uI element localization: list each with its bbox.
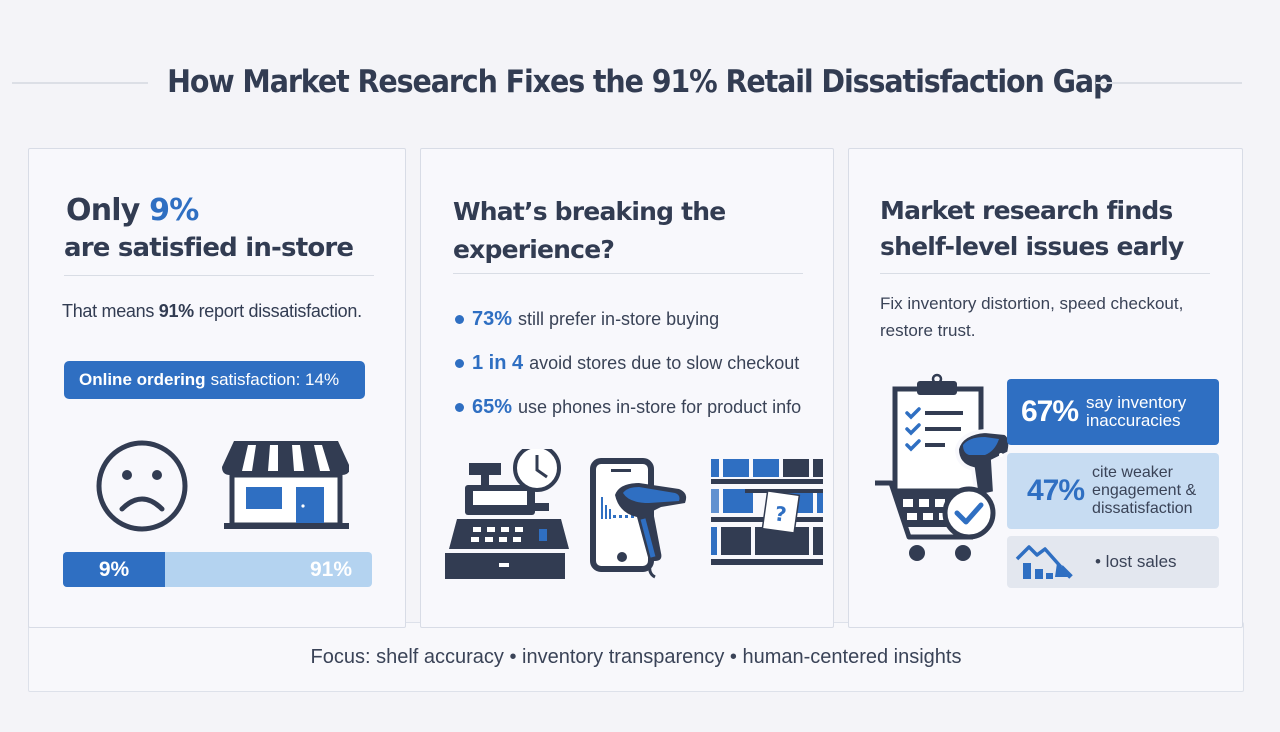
bullet-stat: 1 in 4	[472, 351, 524, 374]
list-item: 1 in 4 avoid stores due to slow checkout	[455, 341, 801, 385]
bullet-stat: 65%	[472, 395, 513, 418]
satisfaction-bar: 9% 91%	[63, 552, 372, 587]
card2-icons: ?	[443, 444, 843, 589]
card1-heading-line1: Only 9%	[66, 193, 199, 228]
storefront-icon	[222, 441, 350, 529]
phone-barcode-scanner-icon	[590, 458, 687, 579]
bullet-dot-icon	[455, 358, 464, 368]
card-market-research: Market research finds shelf-level issues…	[848, 148, 1243, 628]
bullet-text: avoid stores due to slow checkout	[529, 352, 800, 373]
stat-weaker-engagement: 47% cite weaker engagement & dissatisfac…	[1007, 453, 1219, 529]
heading-stat: 9%	[149, 193, 199, 228]
footer-text: Focus: shelf accuracy • inventory transp…	[310, 645, 962, 668]
card3-heading: Market research finds shelf-level issues…	[880, 196, 1184, 261]
stat-lost-sales: • lost sales	[1007, 536, 1219, 588]
card1-heading-line2: are satisfied in-store	[64, 233, 354, 263]
satisfied-segment: 9%	[63, 552, 165, 587]
focus-footer: Focus: shelf accuracy • inventory transp…	[28, 622, 1244, 692]
page-title: How Market Research Fixes the 91% Retail…	[167, 64, 1113, 100]
shelf-missing-tag-icon: ?	[711, 459, 843, 565]
bullet-dot-icon	[455, 402, 464, 412]
bullet-dot-icon	[455, 314, 464, 324]
title-divider-left	[12, 82, 148, 84]
bullet-text: use phones in-store for product info	[518, 396, 802, 417]
card1-icons	[89, 439, 350, 544]
card1-subtext: That means 91% report dissatisfaction.	[62, 301, 362, 322]
stat-text-line: cite weaker	[1092, 464, 1173, 481]
card-satisfaction: Only 9% are satisfied in-store That mean…	[28, 148, 406, 628]
stat-text-line: engagement &	[1092, 482, 1197, 499]
card-breaking-experience: What’s breaking the experience? 73% stil…	[420, 148, 843, 628]
stat-text-line: inaccuracies	[1086, 411, 1181, 430]
sad-face-icon	[96, 440, 188, 532]
bullet-stat: 73%	[472, 307, 513, 330]
breaking-factors-list: 73% still prefer in-store buying 1 in 4 …	[455, 297, 801, 429]
divider	[453, 273, 803, 274]
bullet-text: still prefer in-store buying	[518, 308, 720, 329]
heading-prefix: Only	[66, 193, 140, 228]
title-row: How Market Research Fixes the 91% Retail…	[0, 52, 1280, 112]
subtext-stat: 91%	[158, 301, 194, 321]
divider	[880, 273, 1210, 274]
dissatisfied-segment: 91%	[309, 557, 352, 581]
cash-register-clock-icon	[445, 444, 569, 579]
svg-text:?: ?	[773, 501, 788, 526]
badge-label-rest: satisfaction: 14%	[210, 370, 340, 389]
stat-text: say inventory inaccuracies	[1086, 394, 1186, 430]
barcode-scanner-icon	[954, 428, 1013, 500]
stat-text: • lost sales	[1095, 552, 1177, 571]
stat-text: cite weaker engagement & dissatisfaction	[1092, 464, 1196, 518]
subtext-suffix: report dissatisfaction.	[198, 301, 362, 321]
clipboard-checklist-icon	[892, 373, 984, 494]
badge-label-bold: Online ordering	[79, 370, 206, 389]
stat-text-line: say inventory	[1086, 393, 1187, 412]
online-satisfaction-badge: Online ordering satisfaction: 14%	[64, 361, 365, 399]
subtext-prefix: That means	[62, 301, 155, 321]
card2-heading: What’s breaking the experience?	[453, 197, 726, 264]
stat-text-line: dissatisfaction	[1092, 500, 1193, 517]
stat-number: 47%	[1027, 474, 1085, 507]
divider	[64, 275, 374, 276]
shopping-cart-check-icon	[875, 480, 996, 561]
card3-subtext: Fix inventory distortion, speed checkout…	[880, 294, 1184, 340]
card3-icons	[873, 371, 1013, 576]
list-item: 65% use phones in-store for product info	[455, 385, 801, 429]
stat-number: 67%	[1021, 395, 1079, 428]
declining-sales-chart-icon	[1015, 545, 1073, 579]
title-divider-right	[1096, 82, 1242, 84]
stat-inventory-inaccuracies: 67% say inventory inaccuracies	[1007, 379, 1219, 445]
list-item: 73% still prefer in-store buying	[455, 297, 801, 341]
